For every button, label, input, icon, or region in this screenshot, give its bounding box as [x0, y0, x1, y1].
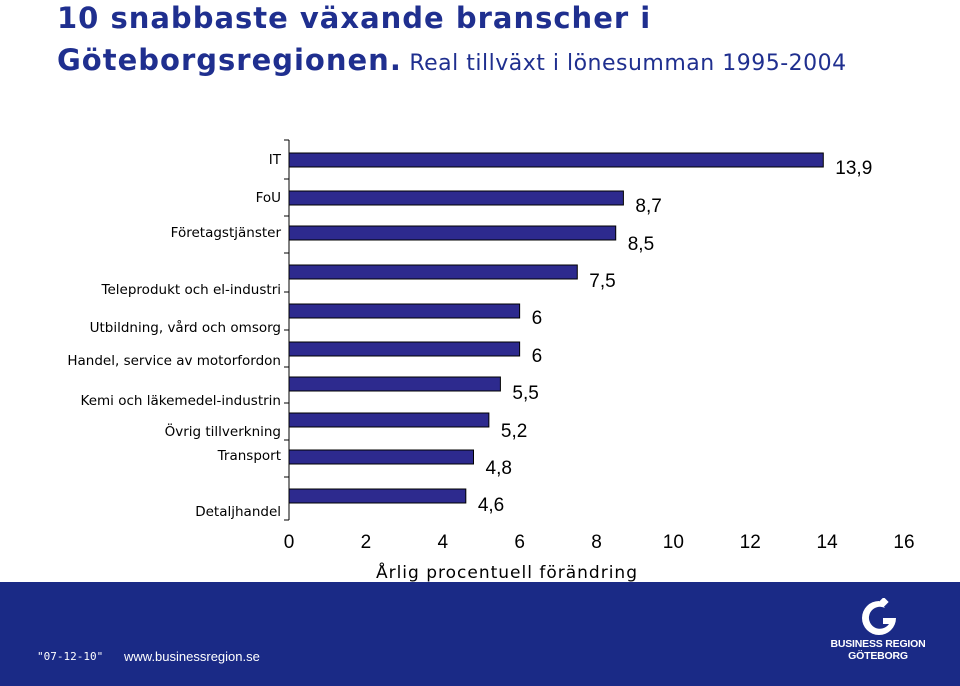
value-label: 5,2	[501, 421, 527, 442]
x-tick-label: 12	[740, 532, 761, 553]
category-label: FoU	[256, 190, 281, 206]
footer-date: "07-12-10"	[37, 650, 104, 663]
category-label: Detaljhandel	[195, 504, 281, 520]
bar-7	[288, 376, 501, 392]
x-tick-label: 0	[284, 532, 295, 553]
value-label: 13,9	[835, 158, 872, 179]
category-label: Övrig tillverkning	[165, 422, 281, 440]
x-axis-label: Årlig procentuell förändring	[376, 561, 638, 582]
x-tick-label: 10	[663, 532, 684, 553]
category-label: Transport	[217, 448, 281, 464]
logo-wordmark: BUSINESS REGION GÖTEBORG	[826, 638, 930, 662]
x-tick-label: 8	[591, 532, 602, 553]
bar-chart: IT 13,9 FoU 8,7 Företagstjänster 8,5 Teleprodu…	[67, 139, 915, 582]
bar-10	[288, 488, 467, 504]
bar-6	[288, 341, 521, 357]
category-label: Företagstjänster	[171, 225, 282, 241]
title-main: 10 snabbaste växande branscher i Götebor…	[57, 1, 652, 77]
slide-title: 10 snabbaste växande branscher i Götebor…	[57, 0, 937, 84]
value-label: 8,5	[628, 234, 654, 255]
x-tick-label: 6	[514, 532, 525, 553]
bar-5	[288, 303, 521, 319]
x-tick-label: 2	[361, 532, 372, 553]
value-label: 7,5	[589, 271, 615, 292]
value-label: 8,7	[635, 196, 661, 217]
logo-line1: BUSINESS REGION	[830, 638, 926, 650]
x-tick-label: 14	[817, 532, 839, 553]
x-tick-label: 16	[893, 532, 914, 553]
logo-line2: GÖTEBORG	[848, 650, 908, 662]
business-region-logo-icon	[862, 598, 896, 635]
bar-1	[288, 152, 824, 168]
bar-4	[288, 264, 578, 280]
footer-bar: "07-12-10" www.businessregion.se BUSINES…	[0, 582, 960, 686]
category-label: Utbildning, vård och omsorg	[90, 319, 281, 336]
bar-2	[288, 190, 624, 206]
category-label: IT	[269, 152, 282, 168]
value-label: 4,6	[478, 495, 504, 516]
footer-url[interactable]: www.businessregion.se	[124, 649, 260, 664]
title-sub: Real tillväxt i lönesumman 1995-2004	[401, 51, 847, 76]
bar-8	[288, 412, 490, 428]
bar-3	[288, 225, 617, 241]
value-label: 4,8	[486, 458, 512, 479]
category-label: Handel, service av motorfordon	[67, 353, 281, 369]
x-tick-label: 4	[437, 532, 448, 553]
value-label: 5,5	[512, 383, 538, 404]
category-label: Teleprodukt och el-industri	[101, 282, 281, 298]
value-label: 6	[532, 346, 543, 367]
value-label: 6	[532, 308, 543, 329]
category-label: Kemi och läkemedel-industrin	[81, 393, 281, 409]
bar-9	[288, 449, 474, 465]
